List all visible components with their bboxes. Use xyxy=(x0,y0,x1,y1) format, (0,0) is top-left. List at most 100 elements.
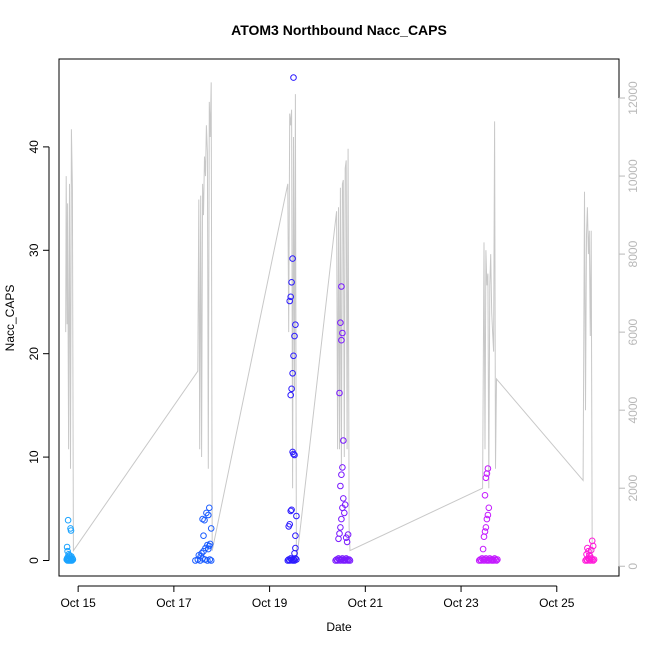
data-point xyxy=(289,255,296,262)
data-point xyxy=(584,544,591,552)
data-point xyxy=(291,332,298,340)
data-point xyxy=(587,546,595,554)
data-point xyxy=(292,544,299,552)
right-tick-label: 6000 xyxy=(626,318,640,345)
right-tick-label: 0 xyxy=(626,563,640,570)
data-point xyxy=(342,555,350,562)
y-axis: 0 10 20 30 40 xyxy=(27,140,50,564)
data-point xyxy=(292,321,299,329)
data-point xyxy=(203,509,210,517)
data-point xyxy=(337,557,344,564)
data-point xyxy=(290,352,297,360)
data-point xyxy=(480,557,488,564)
data-point xyxy=(338,336,345,344)
data-point xyxy=(480,533,488,541)
data-point xyxy=(290,74,297,81)
data-point xyxy=(587,553,594,560)
data-point xyxy=(287,391,295,399)
data-point xyxy=(288,506,295,514)
data-point xyxy=(343,556,351,563)
data-point xyxy=(344,557,352,564)
data-point xyxy=(290,450,297,458)
data-point xyxy=(293,556,300,563)
data-point xyxy=(483,515,491,523)
points-layer xyxy=(63,74,598,564)
data-point xyxy=(338,515,345,523)
data-point xyxy=(287,507,295,515)
data-point xyxy=(338,471,345,479)
right-tick-label: 10000 xyxy=(626,159,640,193)
y-axis-right: 0 2000 4000 6000 8000 10000 12000 xyxy=(618,81,640,570)
data-point xyxy=(286,297,294,305)
y-tick-label: 30 xyxy=(27,243,41,257)
data-point xyxy=(288,556,295,563)
data-point xyxy=(341,501,349,509)
data-point xyxy=(205,511,212,519)
data-point xyxy=(484,465,492,472)
data-point xyxy=(481,492,489,499)
data-point xyxy=(206,556,214,563)
data-point xyxy=(346,557,354,564)
data-point xyxy=(336,530,343,537)
y-tick-label: 0 xyxy=(27,557,41,564)
data-point xyxy=(482,474,490,482)
data-point xyxy=(336,389,343,397)
data-point xyxy=(337,524,344,531)
data-point xyxy=(200,532,207,540)
data-point xyxy=(344,531,352,538)
data-point xyxy=(293,512,300,520)
data-point xyxy=(589,542,597,550)
x-tick-label: Oct 15 xyxy=(60,596,96,610)
data-point xyxy=(289,370,296,377)
data-point xyxy=(494,556,501,563)
data-point xyxy=(340,495,347,502)
x-tick-label: Oct 21 xyxy=(348,596,384,610)
gray-series-line xyxy=(65,82,593,563)
data-point xyxy=(206,504,213,512)
chart-title: ATOM3 Northbound Nacc_CAPS xyxy=(231,22,447,38)
data-point xyxy=(207,525,215,532)
x-tick-label: Oct 17 xyxy=(156,596,192,610)
x-axis-label: Date xyxy=(326,620,352,634)
data-point xyxy=(287,293,295,301)
data-point xyxy=(64,516,72,524)
data-point xyxy=(335,535,342,543)
data-point xyxy=(206,540,214,548)
data-point xyxy=(64,547,71,555)
data-point xyxy=(63,543,71,551)
data-point xyxy=(343,538,351,546)
data-point xyxy=(291,451,298,459)
data-point xyxy=(482,524,490,531)
data-point xyxy=(207,557,215,564)
data-point xyxy=(198,550,205,557)
data-point xyxy=(68,553,75,560)
y-tick-label: 40 xyxy=(27,140,41,154)
data-point xyxy=(67,527,75,534)
y-tick-label: 20 xyxy=(27,347,41,361)
data-point xyxy=(197,553,204,560)
x-tick-label: Oct 23 xyxy=(443,596,479,610)
data-point xyxy=(339,329,346,337)
right-tick-label: 8000 xyxy=(626,240,640,267)
x-axis: Oct 15 Oct 17 Oct 19 Oct 21 Oct 23 Oct 25 xyxy=(60,585,575,610)
data-point xyxy=(201,516,208,524)
data-point xyxy=(479,545,487,553)
data-point xyxy=(288,385,295,393)
data-point xyxy=(345,556,353,563)
data-point xyxy=(484,511,492,519)
data-point xyxy=(338,283,345,290)
right-tick-label: 4000 xyxy=(626,396,640,423)
data-point xyxy=(341,509,348,517)
data-point xyxy=(337,319,344,327)
data-point xyxy=(492,556,499,563)
data-point xyxy=(69,556,77,563)
x-tick-label: Oct 25 xyxy=(539,596,575,610)
data-point xyxy=(485,504,493,512)
y-tick-label: 10 xyxy=(27,450,41,464)
data-point xyxy=(337,482,344,490)
data-point xyxy=(481,528,489,535)
right-tick-label: 12000 xyxy=(626,81,640,115)
data-point xyxy=(339,464,346,471)
x-tick-label: Oct 19 xyxy=(252,596,288,610)
